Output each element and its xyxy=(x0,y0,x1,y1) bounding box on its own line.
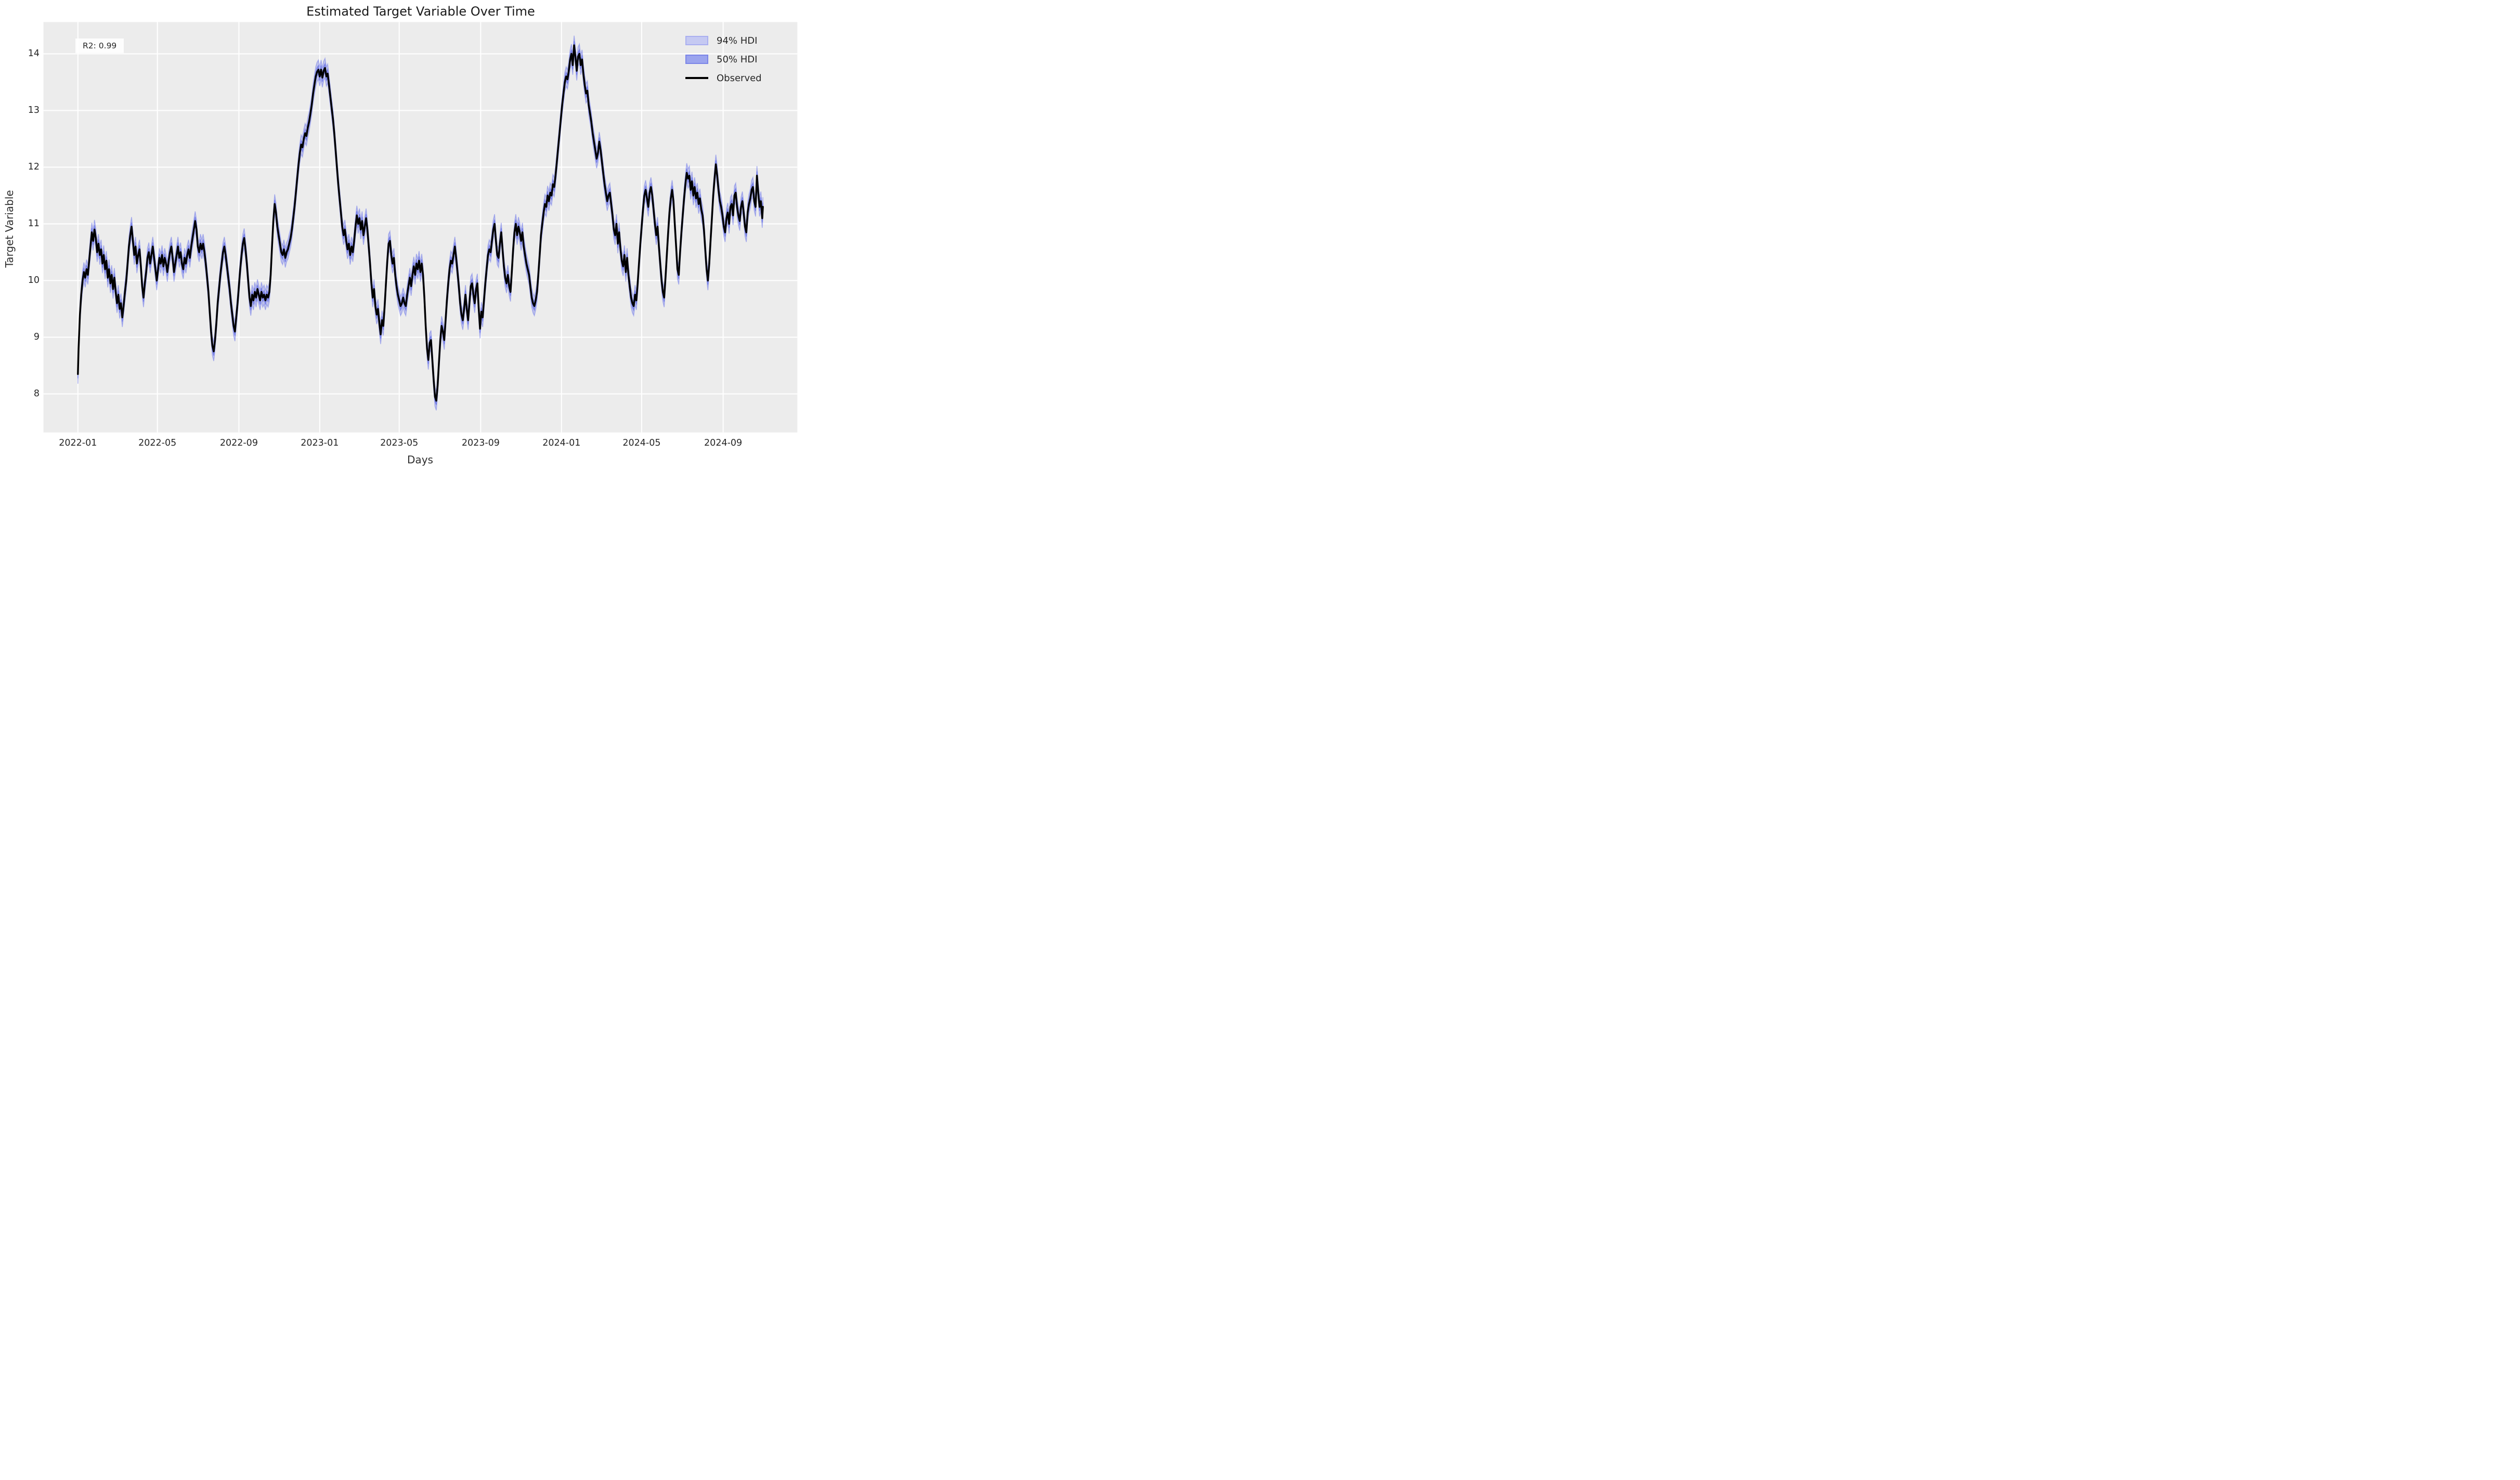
x-tick-label: 2023-09 xyxy=(461,437,500,448)
plot-background xyxy=(43,22,798,433)
legend: 94% HDI 50% HDI Observed xyxy=(685,31,762,87)
x-tick-label: 2022-05 xyxy=(138,437,177,448)
legend-label: Observed xyxy=(717,72,762,84)
legend-label: 50% HDI xyxy=(717,54,758,65)
hdi-94-swatch-icon xyxy=(685,36,708,45)
x-axis-label: Days xyxy=(407,453,433,466)
x-tick-label: 2024-01 xyxy=(542,437,581,448)
hdi-50-swatch-icon xyxy=(685,55,708,64)
legend-label: 94% HDI xyxy=(717,35,758,46)
y-tick-label: 9 xyxy=(33,332,40,343)
legend-item-observed: Observed xyxy=(685,69,762,87)
observed-line-swatch-icon xyxy=(685,77,708,79)
figure: Estimated Target Variable Over Time 8 9 10… xyxy=(0,0,804,472)
x-tick-label: 2024-09 xyxy=(704,437,743,448)
chart-title: Estimated Target Variable Over Time xyxy=(306,4,535,19)
x-tick-label: 2024-05 xyxy=(622,437,661,448)
observed-line xyxy=(77,44,764,402)
y-tick-label: 13 xyxy=(28,105,40,116)
legend-item-50-hdi: 50% HDI xyxy=(685,50,762,69)
legend-item-94-hdi: 94% HDI xyxy=(685,31,762,50)
y-tick-label: 14 xyxy=(28,48,40,59)
x-tick-label: 2023-01 xyxy=(301,437,339,448)
y-tick-label: 12 xyxy=(28,162,40,173)
y-axis-label: Target Variable xyxy=(3,190,16,268)
y-tick-label: 11 xyxy=(28,218,40,229)
y-tick-label: 8 xyxy=(33,388,40,399)
x-tick-label: 2022-09 xyxy=(219,437,258,448)
r2-annotation: R2: 0.99 xyxy=(75,38,124,53)
x-tick-label: 2023-05 xyxy=(380,437,419,448)
x-tick-label: 2022-01 xyxy=(59,437,97,448)
y-tick-label: 10 xyxy=(28,275,40,286)
plot-canvas xyxy=(43,22,798,433)
